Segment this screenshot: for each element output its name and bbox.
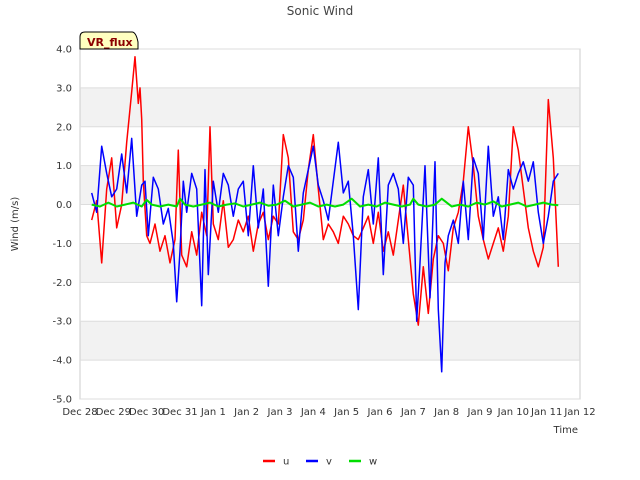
- x-tick-label: Dec 29: [96, 407, 131, 418]
- y-tick-label: 1.0: [56, 161, 72, 172]
- gridlines: [80, 48, 580, 400]
- y-tick-label: 4.0: [56, 45, 72, 56]
- x-tick-label: Jan 2: [233, 407, 259, 418]
- y-axis-ticks: 4.0 3.0 2.0 1.0 0.0 -1.0 -2.0 -3.0 -4.0 -5.0: [52, 45, 72, 406]
- legend-label-w: w: [369, 457, 377, 468]
- y-tick-label: -2.0: [52, 278, 72, 289]
- series-line-v: [90, 137, 559, 373]
- background-band: [80, 126, 580, 166]
- y-axis-title: Wind (m/s): [10, 197, 21, 252]
- x-tick-label: Jan 1: [200, 407, 226, 418]
- series-line-u: [90, 56, 560, 326]
- x-tick-label: Jan 5: [333, 407, 359, 418]
- badge-label: VR_flux: [87, 36, 133, 49]
- y-tick-label: -4.0: [52, 356, 72, 367]
- background-band: [80, 321, 580, 361]
- background-band: [80, 165, 580, 205]
- legend-label-u: u: [283, 457, 289, 468]
- x-tick-label: Jan 7: [400, 407, 426, 418]
- x-tick-label: Jan 4: [300, 407, 326, 418]
- y-tick-label: 2.0: [56, 122, 72, 133]
- background-band: [80, 360, 580, 399]
- y-tick-label: -3.0: [52, 317, 72, 328]
- background-band: [80, 87, 580, 127]
- y-tick-label: -5.0: [52, 395, 72, 406]
- background-band: [80, 282, 580, 322]
- x-axis-title: Time: [553, 425, 578, 436]
- badge: VR_flux: [79, 31, 139, 50]
- background-band: [80, 49, 580, 88]
- x-tick-label: Jan 3: [267, 407, 293, 418]
- legend-label-v: v: [326, 457, 332, 468]
- x-tick-label: Dec 31: [162, 407, 197, 418]
- x-tick-label: Jan 9: [467, 407, 493, 418]
- x-tick-label: Dec 28: [62, 407, 97, 418]
- legend: u v w: [263, 457, 377, 468]
- y-tick-label: 3.0: [56, 83, 72, 94]
- x-tick-label: Jan 12: [563, 407, 595, 418]
- x-tick-label: Jan 11: [530, 407, 562, 418]
- y-tick-label: -1.0: [52, 239, 72, 250]
- chart-title: Sonic Wind: [287, 4, 353, 18]
- x-tick-label: Jan 10: [497, 407, 529, 418]
- y-tick-label: 0.0: [56, 200, 72, 211]
- series-line-w: [91, 197, 559, 208]
- series-lines: [90, 56, 560, 373]
- badge-shape: [79, 31, 139, 50]
- x-tick-label: Dec 30: [129, 407, 164, 418]
- x-tick-label: Jan 6: [367, 407, 393, 418]
- background-band: [80, 243, 580, 283]
- x-tick-label: Jan 8: [433, 407, 459, 418]
